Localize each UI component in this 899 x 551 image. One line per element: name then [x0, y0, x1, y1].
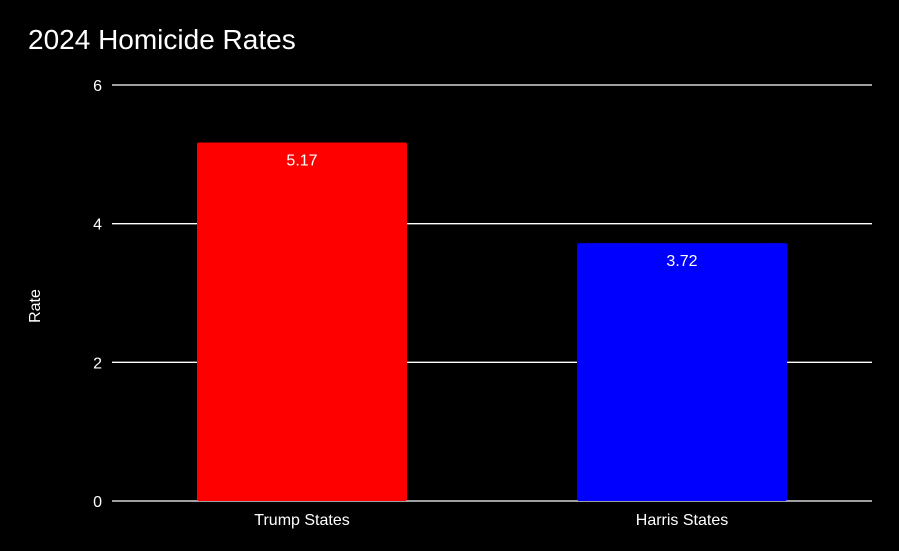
bars	[197, 142, 787, 501]
y-tick-label: 2	[93, 355, 102, 372]
y-axis-title: Rate	[27, 289, 44, 323]
data-label: 5.17	[286, 153, 317, 170]
x-tick-label: Harris States	[636, 512, 728, 529]
bar-harris-states	[577, 243, 787, 501]
bar-trump-states	[197, 142, 407, 501]
x-tick-label: Trump States	[254, 512, 349, 529]
y-tick-label: 6	[93, 78, 102, 95]
y-tick-label: 4	[93, 217, 102, 234]
data-label: 3.72	[666, 253, 697, 270]
chart-title: 2024 Homicide Rates	[28, 24, 296, 55]
labels: 0 2 4 6 5.17 Trump States 3.72 Harris States	[93, 78, 728, 529]
y-tick-label: 0	[93, 494, 102, 511]
